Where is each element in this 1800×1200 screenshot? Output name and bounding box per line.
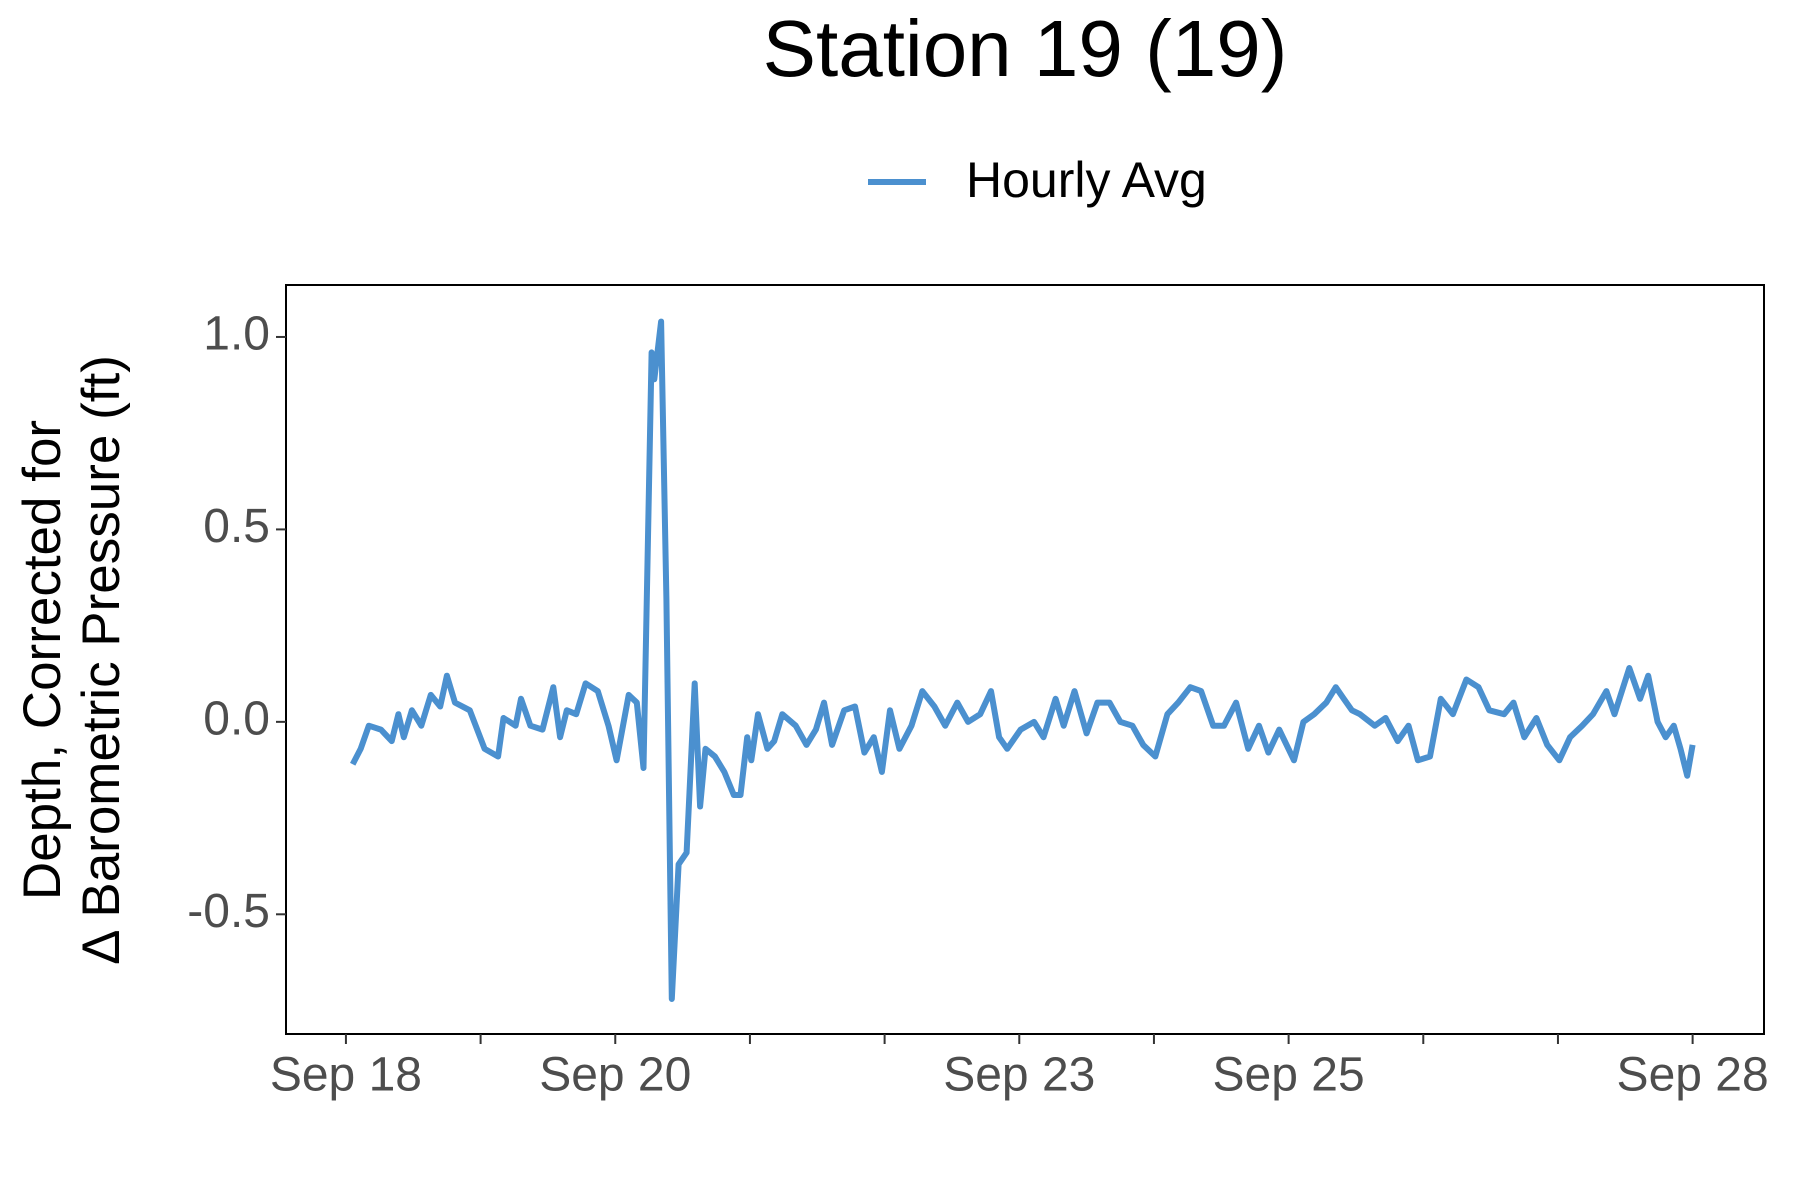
- x-tick-label: Sep 18: [270, 1049, 422, 1102]
- x-tick-label: Sep 20: [539, 1049, 691, 1102]
- y-tick-label: 0.0: [203, 693, 270, 746]
- y-axis-label: Depth, Corrected for: [13, 420, 72, 900]
- plot-frame: [285, 284, 1765, 1035]
- x-tick-label: Sep 25: [1213, 1049, 1365, 1102]
- legend-label: Hourly Avg: [966, 152, 1207, 208]
- x-tick-label: Sep 23: [943, 1049, 1095, 1102]
- chart-title: Station 19 (19): [763, 4, 1288, 93]
- y-tick-label: 0.5: [203, 500, 270, 553]
- y-tick-label: 1.0: [203, 308, 270, 361]
- y-tick-label: -0.5: [187, 885, 270, 938]
- legend: Hourly Avg: [868, 152, 1207, 208]
- x-tick-label: Sep 28: [1617, 1049, 1769, 1102]
- data-line: [350, 318, 1696, 1002]
- y-axis-label: Δ Barometric Pressure (ft): [72, 355, 131, 965]
